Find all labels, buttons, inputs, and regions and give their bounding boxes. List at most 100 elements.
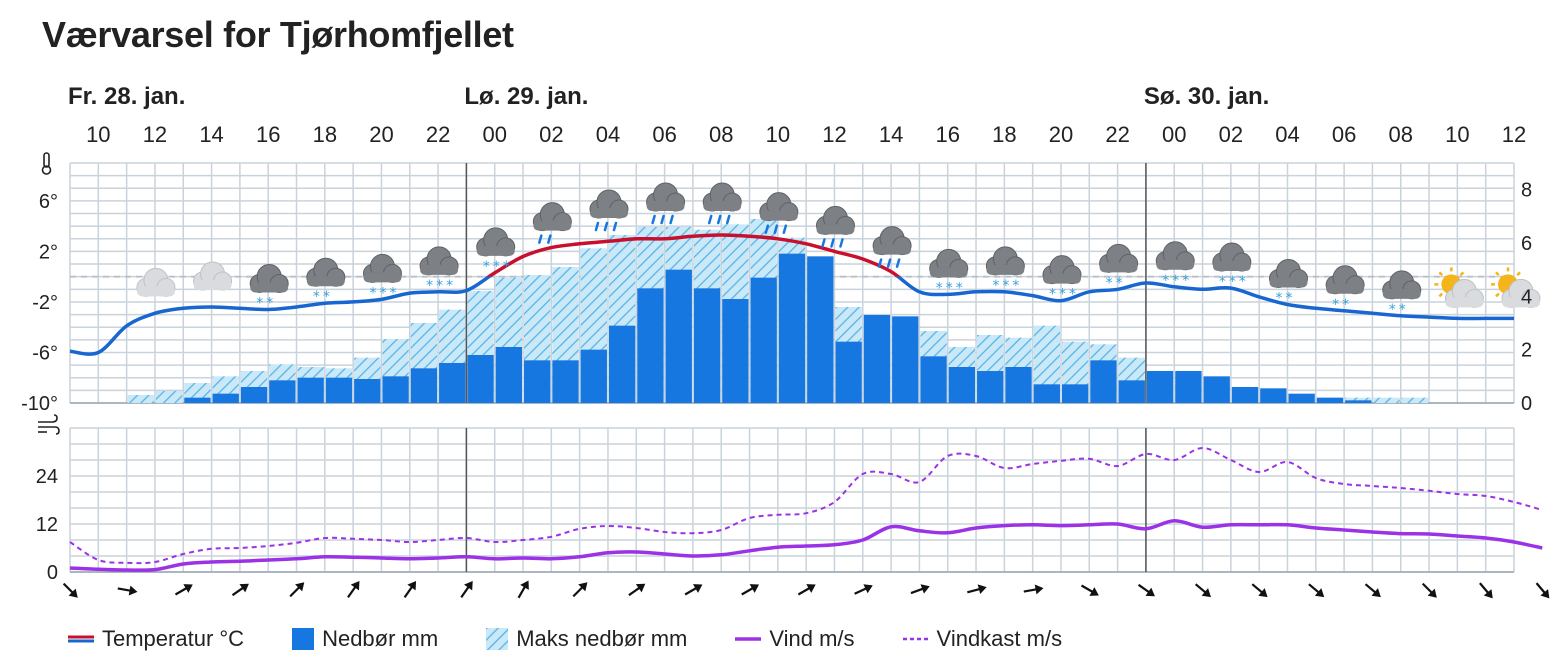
raindrop — [707, 214, 713, 225]
forecast-chart: * * * * * * * * * ** * ** * * * * ** * ** * * * * * * ** * * * * * Fr.… — [21, 83, 1550, 599]
cloud-base — [759, 210, 798, 221]
wind-arrow — [1308, 583, 1325, 598]
hour-tick: 20 — [1049, 122, 1073, 147]
snowflake: * — [992, 278, 999, 294]
precip-tick: 2 — [1521, 340, 1532, 362]
wind-arrow — [741, 584, 760, 596]
wind-arrow — [1364, 583, 1381, 598]
arrow-head — [806, 584, 816, 593]
rain-cloud-icon — [759, 192, 799, 234]
hour-tick: 00 — [1162, 122, 1186, 147]
snowflake: * — [1012, 278, 1019, 294]
wind-arrow — [628, 583, 646, 597]
cloud-base — [1099, 262, 1138, 273]
raindrop — [773, 224, 779, 234]
wind-arrow — [910, 584, 930, 595]
precip-bar — [977, 371, 1004, 403]
arrow-head — [407, 580, 417, 591]
hour-tick: 06 — [652, 122, 676, 147]
wind-series — [69, 519, 1543, 572]
raindrop — [895, 258, 901, 268]
snowflake: * — [1389, 302, 1396, 318]
page-title: Værvarsel for Tjørhomfjellet — [42, 14, 514, 55]
swatch-hatch — [486, 628, 509, 650]
snow-cloud-icon: * * — [1382, 270, 1422, 318]
raindrop — [603, 221, 609, 232]
legend-item: Maks nedbør mm — [486, 626, 687, 652]
arrow-head — [635, 583, 646, 593]
hour-tick: 14 — [199, 122, 223, 147]
raindrop — [725, 214, 731, 225]
axis-labels: Fr. 28. jan. Lø. 29. jan. Sø. 30. jan. 10 12… — [21, 83, 1532, 584]
snowflake: * — [936, 280, 943, 296]
cloud-base — [533, 220, 572, 231]
precip-bar — [920, 356, 947, 403]
snow-cloud-icon: * * * — [362, 253, 402, 301]
cloud-base — [1326, 283, 1365, 294]
precip-bar — [580, 349, 607, 403]
rain-cloud-icon — [872, 226, 912, 268]
snow-cloud-icon: * * — [306, 257, 346, 305]
snowflake: * — [1162, 273, 1169, 289]
cloud-base — [193, 280, 232, 290]
snowflake: * — [389, 285, 396, 301]
day-label: Sø. 30. jan. — [1144, 83, 1269, 110]
sun-ray — [1459, 271, 1465, 277]
snowflake: * — [1002, 278, 1009, 294]
arrow-head — [749, 584, 760, 593]
temp-tick: -2° — [32, 292, 58, 314]
precip-bar — [439, 363, 466, 403]
snowflake: * — [1399, 302, 1406, 318]
wind-arrow — [517, 580, 529, 599]
precip-bars — [184, 253, 1372, 403]
arrow-head — [1201, 588, 1211, 598]
legend-swatch — [902, 637, 929, 641]
max-precip-bar — [127, 395, 154, 403]
legend-item: Nedbør mm — [292, 626, 438, 652]
partly-sunny-icon — [1434, 267, 1484, 308]
temp-tick: 6° — [39, 191, 58, 213]
sun-ray — [1438, 292, 1444, 298]
arrow-head — [1427, 588, 1437, 598]
snow-cloud-icon: * * — [249, 264, 289, 312]
precip-bar — [410, 368, 438, 403]
weather-icons: * * * * * * * * * ** * ** * * * * ** * ** * * * * * * ** * * * * * — [136, 182, 1541, 318]
precip-bar — [1005, 367, 1032, 403]
hour-tick: 08 — [709, 122, 733, 147]
wind-arrow — [967, 584, 987, 595]
cloud-base — [816, 224, 855, 235]
raindrop — [886, 258, 892, 268]
legend-label: Vind m/s — [769, 626, 855, 651]
cloud-base — [363, 272, 402, 283]
raindrop — [594, 221, 600, 232]
precip-bar — [1288, 393, 1315, 403]
legend-label: Maks nedbør mm — [516, 626, 688, 651]
snowflake: * — [503, 259, 510, 275]
rain-cloud-icon — [646, 182, 686, 225]
arrow-head — [977, 584, 987, 595]
cloud-base — [646, 201, 685, 211]
precip-bar — [1061, 384, 1089, 403]
wind-arrows — [62, 580, 1550, 599]
precip-bar — [1146, 371, 1174, 403]
snowflake: * — [1059, 287, 1066, 303]
cloud-base — [250, 282, 289, 293]
arrow-head — [183, 584, 193, 593]
arrow-head — [1540, 589, 1550, 599]
precip-bar — [382, 376, 409, 403]
snowflake: * — [1219, 274, 1226, 290]
snowflake: * — [1116, 275, 1123, 291]
snowflake: * — [1332, 297, 1339, 313]
wind-arrow — [1194, 583, 1211, 598]
wind-arrow — [854, 584, 873, 595]
day-label: Fr. 28. jan. — [68, 83, 185, 110]
cloud-base — [986, 264, 1025, 275]
snow-cloud-icon: * * * — [419, 246, 459, 294]
hour-tick: 02 — [1219, 122, 1243, 147]
max-precip-bar — [1345, 397, 1372, 403]
precip-bar — [1231, 387, 1259, 403]
legend-swatch — [486, 628, 509, 650]
precip-bar — [524, 360, 551, 403]
snow-cloud-icon: * * * — [1155, 241, 1195, 289]
hour-tick: 10 — [1445, 122, 1469, 147]
